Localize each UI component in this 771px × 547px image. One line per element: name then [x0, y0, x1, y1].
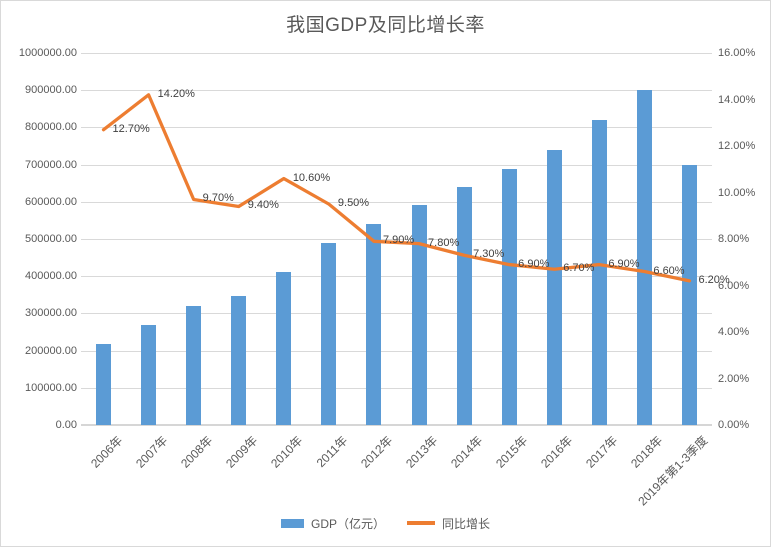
growth-data-label: 6.90%	[608, 257, 640, 270]
right-axis-tick-label: 14.00%	[718, 93, 756, 106]
gridline	[81, 313, 712, 315]
growth-data-label: 10.60%	[292, 171, 331, 184]
gridline	[81, 350, 712, 352]
growth-data-label: 9.50%	[337, 197, 370, 210]
gdp-bar	[231, 295, 247, 425]
gdp-bar	[636, 90, 652, 425]
left-axis-tick-label: 1000000.00	[18, 47, 77, 59]
gridline	[81, 164, 712, 166]
right-axis-tick-label: 16.00%	[718, 47, 756, 59]
gdp-bar	[321, 243, 337, 425]
gdp-legend-label: GDP（亿元）	[310, 516, 385, 531]
gdp-bar	[96, 343, 112, 425]
left-axis-tick-label: 0.00	[55, 419, 77, 431]
growth-data-label: 7.90%	[382, 234, 415, 247]
growth-data-label: 9.40%	[247, 199, 279, 212]
legend: GDP（亿元） 同比增长	[1, 512, 770, 534]
growth-data-label: 6.20%	[698, 273, 730, 286]
left-axis-tick-label: 300000.00	[25, 307, 77, 320]
growth-data-label: 9.70%	[202, 192, 234, 205]
right-axis-tick-label: 2.00%	[718, 372, 750, 385]
left-axis-tick-label: 500000.00	[25, 233, 77, 245]
growth-data-label: 6.90%	[518, 257, 550, 270]
left-axis-tick-label: 700000.00	[25, 158, 77, 171]
right-axis-tick-label: 8.00%	[718, 233, 750, 245]
growth-data-label: 12.70%	[112, 122, 150, 135]
gdp-bar	[186, 305, 202, 425]
legend-item-gdp: GDP（亿元）	[280, 515, 385, 532]
gdp-bar-swatch	[280, 518, 304, 528]
right-axis-tick-label: 0.00%	[718, 419, 750, 431]
growth-data-label: 7.80%	[428, 236, 460, 249]
growth-data-label: 6.60%	[653, 264, 685, 277]
gdp-bar	[681, 164, 697, 425]
right-axis-tick-label: 4.00%	[718, 326, 750, 338]
right-axis-tick-label: 10.00%	[718, 186, 756, 199]
gdp-bar	[456, 186, 472, 425]
left-axis-tick-label: 400000.00	[25, 270, 77, 283]
right-axis-tick-label: 6.00%	[718, 279, 750, 292]
growth-data-label: 6.70%	[563, 262, 595, 275]
left-axis-tick-label: 900000.00	[25, 84, 77, 97]
gdp-bar	[141, 324, 157, 425]
gridline	[81, 276, 712, 278]
legend-item-growth: 同比增长	[407, 515, 490, 532]
gdp-bar	[501, 169, 517, 425]
gridline	[81, 90, 712, 92]
left-axis-tick-label: 800000.00	[25, 121, 77, 134]
x-axis-line	[81, 424, 712, 426]
gdp-bar	[366, 224, 382, 425]
gdp-bar	[546, 149, 562, 425]
gridline	[81, 387, 712, 389]
gridline	[81, 53, 712, 54]
left-axis-tick-label: 100000.00	[25, 381, 77, 394]
chart-title: 我国GDP及同比增长率	[286, 15, 485, 36]
growth-data-label: 14.20%	[157, 87, 195, 100]
right-axis-tick-label: 12.00%	[718, 140, 756, 152]
growth-legend-label: 同比增长	[442, 516, 491, 531]
growth-line-swatch	[407, 521, 435, 525]
gdp-bar	[411, 204, 427, 425]
gridline	[81, 201, 712, 203]
gridline	[81, 239, 712, 240]
growth-data-label: 7.30%	[473, 248, 505, 261]
gridline	[81, 127, 712, 129]
left-axis-tick-label: 600000.00	[25, 195, 77, 208]
left-axis-tick-label: 200000.00	[25, 344, 77, 357]
gdp-bar	[591, 119, 607, 425]
gdp-bar	[276, 271, 292, 425]
